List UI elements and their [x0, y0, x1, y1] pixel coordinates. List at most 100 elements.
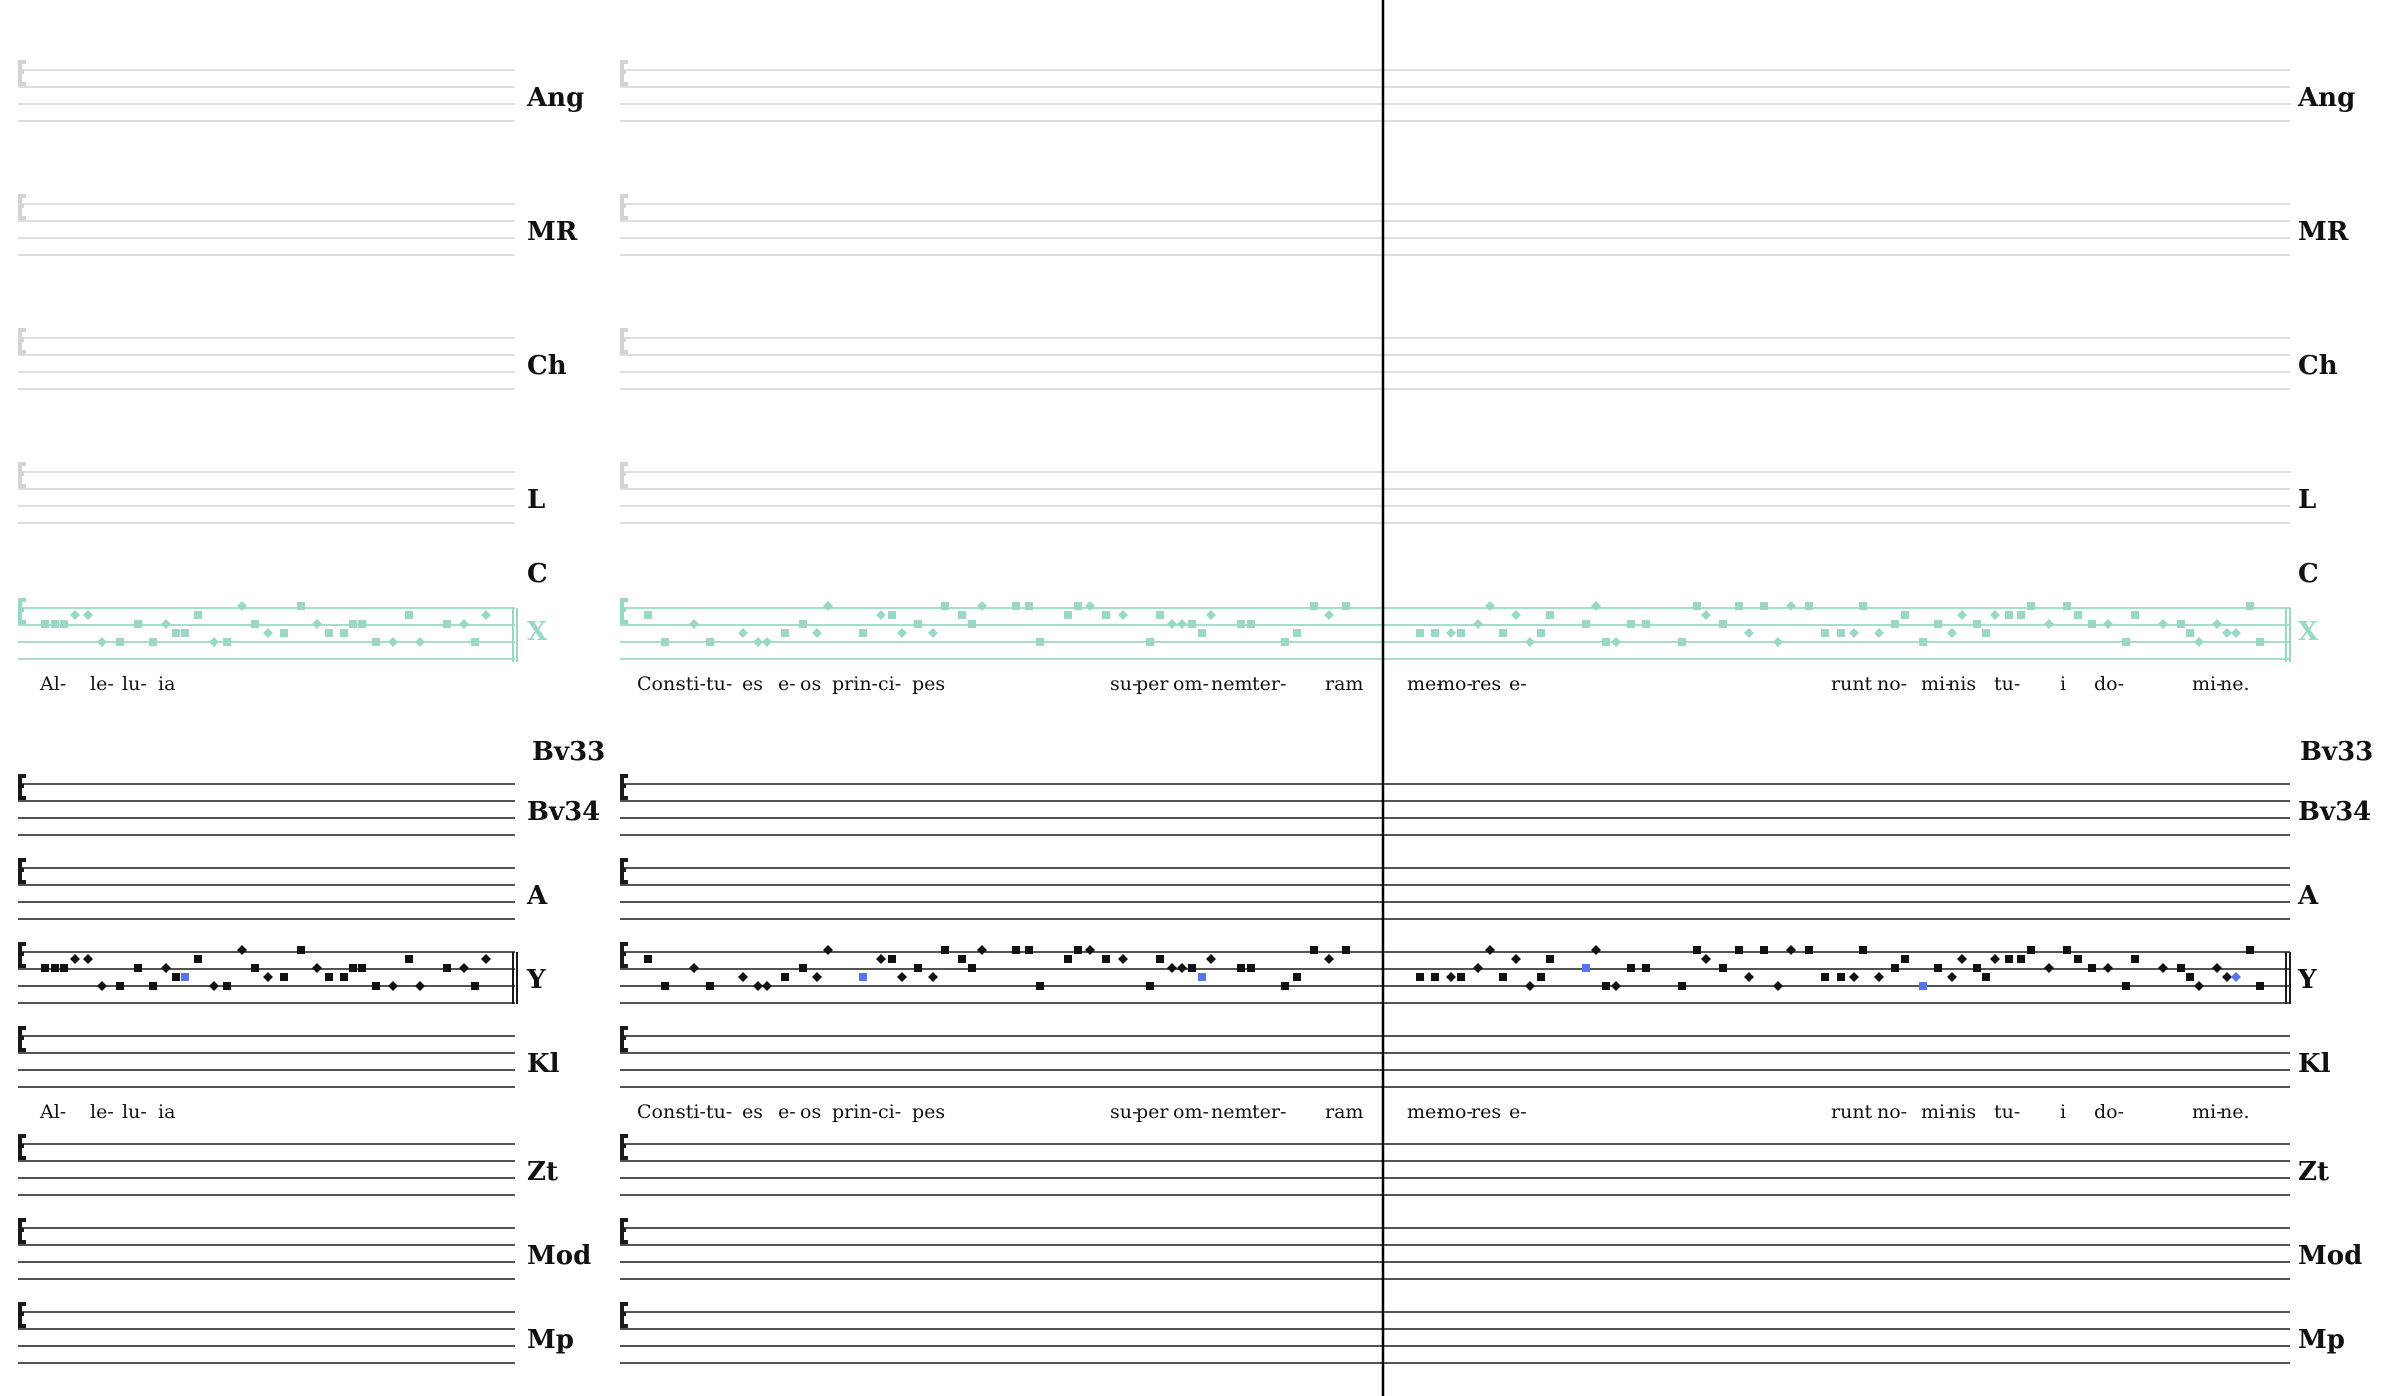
staff-label-ang-right: Ang: [2297, 83, 2355, 113]
neume-diamond: [1990, 954, 2000, 964]
neume-diamond: [263, 972, 273, 982]
lyric-syllable: do-: [2094, 673, 2124, 695]
neume-diamond: [1485, 945, 1495, 955]
neume-square: [1982, 629, 1990, 637]
neume-square: [1982, 973, 1990, 981]
neume-square: [1627, 964, 1635, 972]
neume-diamond: [1085, 945, 1095, 955]
lyric-syllable: i: [2060, 1101, 2066, 1123]
lyric-syllable: es: [742, 673, 763, 695]
neume-square: [223, 982, 231, 990]
neume-square: [1693, 946, 1701, 954]
neume-square: [1146, 638, 1154, 646]
neume-square: [149, 638, 157, 646]
neume-square: [781, 629, 789, 637]
neume-diamond: [1473, 963, 1483, 973]
neume-diamond: [1324, 954, 1334, 964]
lyric-syllable: ram: [1325, 1101, 1363, 1123]
neume-square: [1146, 982, 1154, 990]
lyric-syllable: pes: [912, 1101, 945, 1123]
neume-diamond: [1525, 637, 1535, 647]
neume-square: [358, 620, 366, 628]
staff-label-y-left: Y: [526, 965, 546, 995]
neume-diamond: [415, 981, 425, 991]
neume-diamond: [1511, 610, 1521, 620]
neume-diamond: [1947, 628, 1957, 638]
lyric-syllable: lu-: [122, 673, 147, 695]
lyric-syllable: su-: [1110, 1101, 1138, 1123]
neume-diamond: [2158, 619, 2168, 629]
neume-square: [1342, 946, 1350, 954]
c-clef-icon: [18, 1302, 26, 1328]
neume-square: [2246, 602, 2254, 610]
neume-square: [1546, 611, 1554, 619]
staff-label-bv33-left: Bv33: [532, 737, 605, 767]
neume-square: [1431, 973, 1439, 981]
lyric-syllable: nem: [1211, 1101, 1253, 1123]
neume-square: [1760, 602, 1768, 610]
staff-label-bv34-left: Bv34: [527, 797, 600, 827]
staff-label-mod-right: Mod: [2298, 1241, 2362, 1271]
neume-square: [1457, 629, 1465, 637]
neume-square: [41, 964, 49, 972]
neume-diamond: [312, 619, 322, 629]
neume-square: [2088, 620, 2096, 628]
neume-diamond: [1485, 601, 1495, 611]
neume-square: [661, 638, 669, 646]
neume-square: [2256, 638, 2264, 646]
lyric-syllable: sti-: [676, 673, 706, 695]
neume-diamond: [2212, 963, 2222, 973]
neume-square: [251, 620, 259, 628]
c-clef-icon: [18, 1134, 26, 1160]
neume-diamond: [1957, 954, 1967, 964]
neume-square: [706, 982, 714, 990]
neume-square: [799, 620, 807, 628]
neume-diamond: [738, 972, 748, 982]
lyric-syllable: me-: [1407, 673, 1443, 695]
neume-diamond: [1118, 954, 1128, 964]
neume-square: [859, 973, 867, 981]
staff-label-mp-left: Mp: [527, 1325, 574, 1355]
lyric-syllable: prin-: [832, 673, 878, 695]
neume-square: [968, 964, 976, 972]
neume-square: [1431, 629, 1439, 637]
neume-diamond: [1177, 963, 1187, 973]
neume-diamond: [1957, 610, 1967, 620]
c-clef-icon: [620, 858, 628, 884]
lyric-syllable: ne.: [2220, 1101, 2250, 1123]
neume-square: [644, 611, 652, 619]
neume-square: [661, 982, 669, 990]
neume-square: [2177, 964, 2185, 972]
lyric-syllable: tu-: [1994, 673, 2020, 695]
neume-square: [1760, 946, 1768, 954]
lyric-syllable: Al-: [39, 1101, 66, 1123]
neume-square: [349, 620, 357, 628]
neume-square: [223, 638, 231, 646]
neume-diamond: [1611, 637, 1621, 647]
lyric-syllable: tu-: [1994, 1101, 2020, 1123]
neume-square: [859, 629, 867, 637]
neume-square: [1678, 982, 1686, 990]
neume-square: [1198, 973, 1206, 981]
neume-square: [914, 964, 922, 972]
neume-square: [2005, 611, 2013, 619]
neume-diamond: [1701, 954, 1711, 964]
neume-square: [372, 982, 380, 990]
neume-diamond: [1511, 954, 1521, 964]
neume-square: [1012, 946, 1020, 954]
neume-diamond: [2231, 628, 2241, 638]
neume-square: [1281, 982, 1289, 990]
lyrics-row-lower: Al- le- lu- ia Con- sti- tu- es e- os pr…: [39, 1101, 2250, 1123]
neume-square: [1036, 638, 1044, 646]
staff-label-y-right: Y: [2297, 965, 2317, 995]
neume-square: [1919, 638, 1927, 646]
neume-square: [1934, 964, 1942, 972]
neume-square: [1919, 982, 1927, 990]
c-clef-icon: [18, 194, 26, 220]
neume-diamond: [977, 945, 987, 955]
neume-diamond: [1177, 619, 1187, 629]
neume-square: [251, 964, 259, 972]
staff-label-ch-right: Ch: [2298, 351, 2338, 381]
c-clef-icon: [620, 774, 628, 800]
neume-diamond: [1324, 610, 1334, 620]
